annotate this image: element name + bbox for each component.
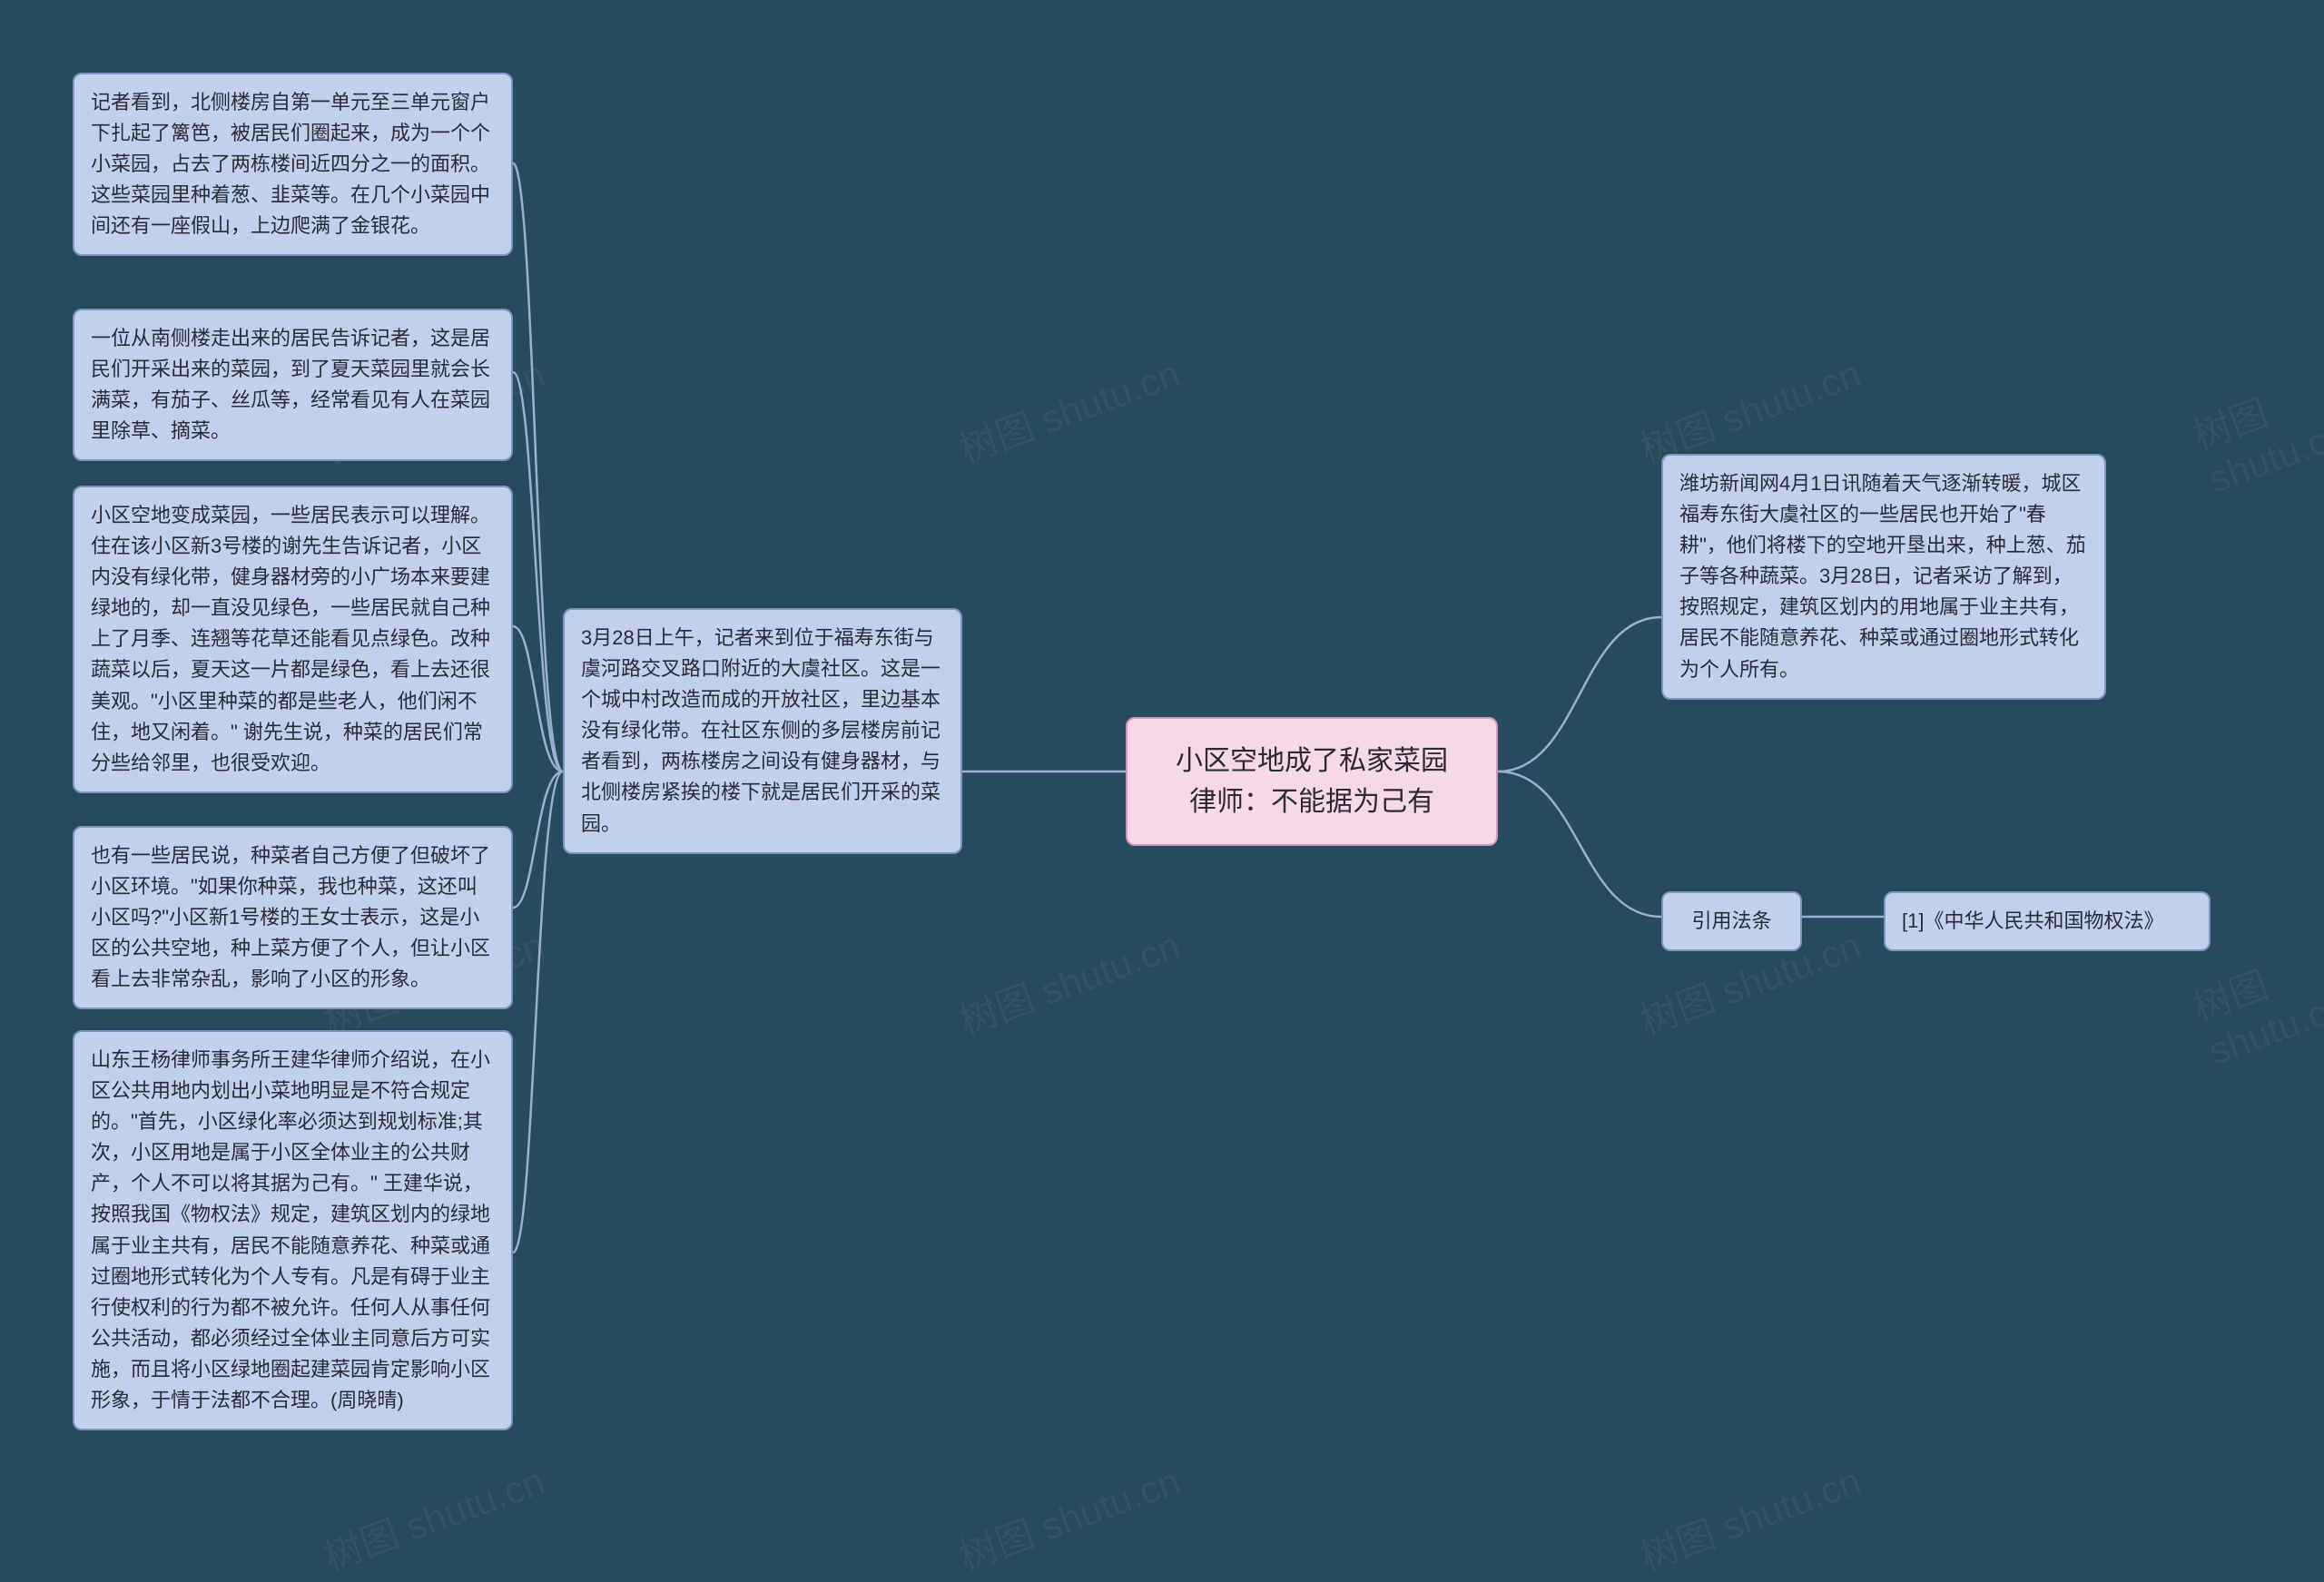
left-child-5: 山东王杨律师事务所王建华律师介绍说，在小区公共用地内划出小菜地明显是不符合规定的… <box>73 1030 513 1430</box>
right-node-citation: 引用法条 <box>1661 891 1802 951</box>
watermark: 树图 shutu.cn <box>2184 931 2324 1074</box>
right-node-1: 潍坊新闻网4月1日讯随着天气逐渐转暖，城区福寿东街大虞社区的一些居民也开始了"春… <box>1661 454 2106 700</box>
center-node: 小区空地成了私家菜园 律师：不能据为己有 <box>1126 717 1498 846</box>
center-line2: 律师：不能据为己有 <box>1153 781 1471 822</box>
watermark: 树图 shutu.cn <box>950 343 1187 474</box>
watermark: 树图 shutu.cn <box>1631 1450 1867 1581</box>
left-child-1: 记者看到，北侧楼房自第一单元至三单元窗户下扎起了篱笆，被居民们圈起来，成为一个个… <box>73 73 513 256</box>
left-child-3: 小区空地变成菜园，一些居民表示可以理解。住在该小区新3号楼的谢先生告诉记者，小区… <box>73 486 513 793</box>
watermark: 树图 shutu.cn <box>950 915 1187 1046</box>
center-line1: 小区空地成了私家菜园 <box>1153 741 1471 781</box>
watermark: 树图 shutu.cn <box>315 1450 551 1581</box>
watermark: 树图 shutu.cn <box>950 1450 1187 1581</box>
watermark: 树图 shutu.cn <box>2184 359 2324 502</box>
left-child-2: 一位从南侧楼走出来的居民告诉记者，这是居民们开采出来的菜园，到了夏天菜园里就会长… <box>73 309 513 461</box>
right-node-citation-item: [1]《中华人民共和国物权法》 <box>1884 891 2211 951</box>
left-child-4: 也有一些居民说，种菜者自己方便了但破坏了小区环境。"如果你种菜，我也种菜，这还叫… <box>73 826 513 1009</box>
left-parent-node: 3月28日上午，记者来到位于福寿东街与虞河路交叉路口附近的大虞社区。这是一个城中… <box>563 608 962 854</box>
